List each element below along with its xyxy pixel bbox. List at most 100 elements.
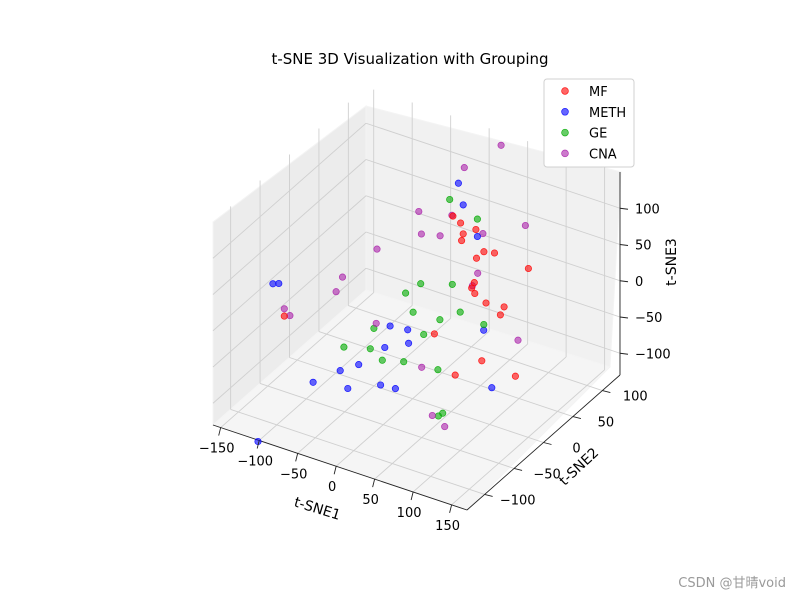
- point-cna: [497, 141, 505, 149]
- legend-box: [543, 78, 635, 168]
- x-tick-mark: [333, 466, 337, 475]
- point-meth: [355, 361, 363, 369]
- point-cna: [417, 230, 425, 238]
- point-ge: [409, 308, 417, 316]
- point-meth: [459, 201, 467, 209]
- chart-title: t-SNE 3D Visualization with Grouping: [271, 50, 548, 68]
- point-meth: [404, 326, 412, 334]
- point-mf: [478, 357, 486, 365]
- z-tick-label: −100: [635, 347, 671, 362]
- y-tick-mark: [484, 493, 493, 497]
- point-ge: [434, 412, 442, 420]
- legend-label-mf: MF: [589, 85, 608, 100]
- point-ge: [378, 356, 386, 364]
- point-cna: [372, 319, 380, 327]
- legend-marker-mf: [561, 87, 569, 95]
- z-gridline: [365, 195, 621, 282]
- x-tick-label: 0: [328, 480, 336, 495]
- point-cna: [514, 336, 522, 344]
- point-cna: [479, 230, 487, 238]
- y-tick-mark: [513, 468, 523, 471]
- point-meth: [381, 343, 389, 352]
- point-ge: [480, 320, 488, 329]
- point-mf: [490, 249, 499, 257]
- z-gridline: [212, 122, 367, 259]
- data-points: [254, 141, 532, 446]
- point-ge: [340, 343, 348, 351]
- point-ge: [400, 358, 408, 366]
- y-gridline: [259, 383, 515, 469]
- point-mf: [470, 279, 478, 287]
- point-mf: [500, 303, 508, 311]
- y-tick-label: −50: [533, 468, 560, 483]
- point-mf: [524, 264, 532, 273]
- z-tick-mark: [619, 316, 629, 319]
- point-cna: [280, 305, 288, 313]
- point-ge: [448, 280, 456, 288]
- point-cna: [521, 221, 529, 230]
- point-meth: [488, 384, 496, 392]
- y-tick-mark: [572, 416, 582, 419]
- x-tick-mark: [410, 491, 414, 501]
- point-cna: [441, 423, 449, 431]
- z-tick-mark: [619, 207, 629, 210]
- point-meth: [275, 279, 283, 288]
- point-meth: [336, 367, 344, 375]
- y-tick-label: 50: [598, 416, 615, 431]
- point-mf: [457, 219, 465, 227]
- point-meth: [386, 322, 394, 330]
- point-mf: [451, 371, 459, 379]
- x-tick-label: 100: [397, 506, 422, 521]
- point-meth: [269, 280, 277, 288]
- point-mf: [280, 312, 288, 320]
- point-ge: [434, 366, 442, 374]
- x-tick-label: 150: [435, 519, 460, 534]
- x-tick-label: −50: [280, 467, 307, 482]
- x-axis-label: t-SNE1: [292, 495, 342, 524]
- point-mf: [482, 299, 490, 307]
- x-tick-label: −150: [199, 442, 235, 457]
- legend-label-ge: GE: [589, 127, 607, 142]
- x-tick-mark: [218, 427, 222, 436]
- legend-marker-ge: [561, 128, 569, 137]
- z-gridline: [365, 267, 621, 354]
- y-gridline: [289, 357, 544, 443]
- point-ge: [456, 308, 464, 316]
- y-gridline: [348, 305, 603, 392]
- y-gridline: [230, 408, 485, 495]
- legend-marker-meth: [561, 108, 569, 116]
- point-meth: [377, 381, 385, 389]
- z-tick-label: 50: [635, 239, 652, 254]
- x-tick-mark: [256, 440, 260, 449]
- legend-label-cna: CNA: [589, 147, 617, 162]
- point-cna: [332, 288, 340, 296]
- point-ge: [420, 330, 428, 339]
- point-cna: [415, 207, 423, 216]
- point-mf: [472, 225, 480, 234]
- point-meth: [391, 385, 399, 393]
- x-tick-mark: [295, 453, 299, 462]
- point-cna: [338, 273, 347, 281]
- y-tick-mark: [543, 442, 552, 445]
- point-meth: [454, 179, 462, 187]
- tick-marks-and-labels: −150−100−50050100150−100−50050100−100−50…: [199, 202, 671, 534]
- z-tick-label: 100: [635, 202, 660, 217]
- y-gridline: [318, 331, 574, 417]
- point-cna: [418, 363, 426, 371]
- z-tick-mark: [619, 352, 629, 355]
- legend-label-meth: METH: [589, 106, 626, 121]
- legend-marker-cna: [561, 149, 569, 158]
- point-ge: [366, 345, 374, 353]
- point-mf: [511, 372, 519, 380]
- point-cna: [474, 269, 482, 277]
- x-tick-label: 50: [362, 493, 379, 508]
- point-cna: [428, 411, 436, 420]
- z-gridline: [365, 159, 621, 245]
- point-meth: [309, 378, 317, 386]
- point-cna: [373, 245, 381, 253]
- point-mf: [471, 289, 479, 298]
- point-ge: [436, 316, 444, 324]
- point-mf: [458, 237, 466, 245]
- y-tick-mark: [602, 390, 611, 394]
